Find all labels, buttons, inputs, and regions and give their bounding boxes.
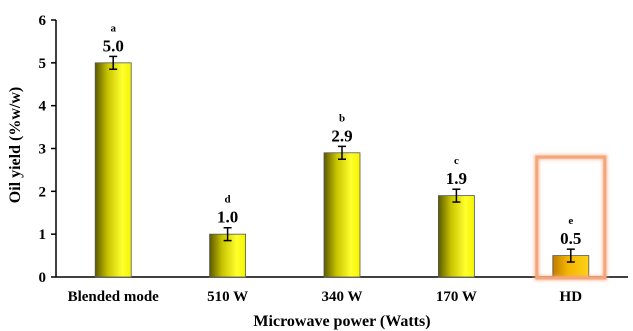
bars	[94, 55, 608, 281]
y-axis: 0 1 2 3 4 5 6	[39, 13, 57, 286]
y-tick-label: 1	[39, 227, 47, 243]
y-axis-label: Oil yield (%w/w)	[7, 87, 24, 203]
x-tick-label: HD	[560, 289, 583, 305]
value-label: 5.0	[103, 36, 124, 55]
bar	[437, 195, 475, 278]
y-tick-label: 4	[39, 99, 47, 115]
x-tick-label: 170 W	[436, 289, 477, 305]
x-tick-label: 510 W	[207, 289, 248, 305]
value-label: 1.9	[446, 169, 467, 188]
value-label: 1.0	[217, 208, 238, 227]
bar	[94, 62, 132, 278]
significance-letter: d	[225, 194, 231, 206]
x-tick-label: 340 W	[322, 289, 363, 305]
value-label: 0.5	[560, 229, 581, 248]
significance-letter: c	[454, 155, 459, 167]
bar	[323, 152, 361, 278]
y-tick-label: 3	[39, 142, 47, 158]
value-label: 2.9	[331, 126, 352, 145]
y-tick-label: 2	[39, 184, 47, 200]
y-tick-label: 5	[39, 56, 47, 72]
y-tick-label: 0	[39, 270, 47, 286]
significance-letter: b	[339, 112, 345, 124]
significance-letter: a	[110, 22, 116, 34]
x-axis-label: Microwave power (Watts)	[253, 313, 430, 330]
significance-letter: e	[568, 215, 573, 227]
data-labels: 5.0 a 1.0 d 2.9 b 1.9 c 0.5 e	[103, 22, 582, 248]
y-tick-label: 6	[39, 13, 47, 29]
x-axis: Blended mode 510 W 340 W 170 W HD	[56, 276, 628, 305]
highlight-box	[535, 155, 607, 280]
x-tick-label: Blended mode	[68, 289, 160, 305]
